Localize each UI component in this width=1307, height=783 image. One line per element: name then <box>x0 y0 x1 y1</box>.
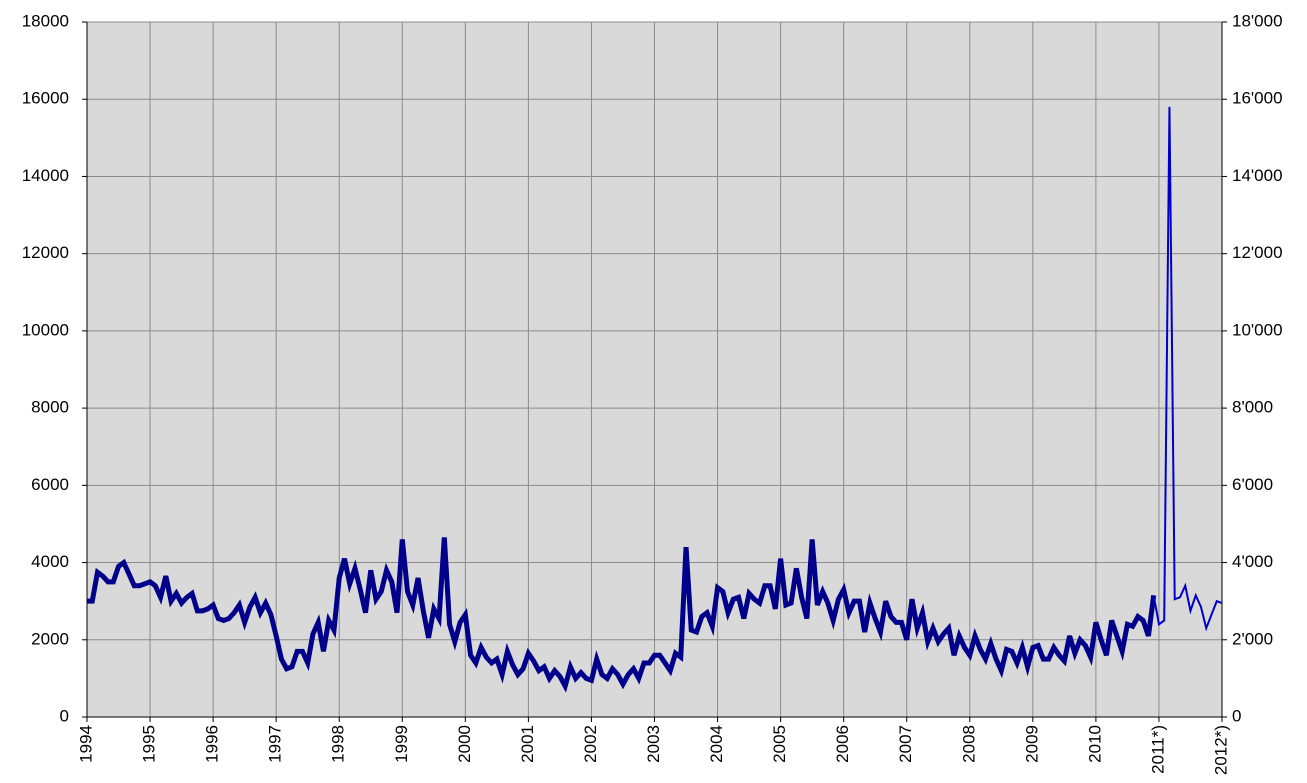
x-tick-label: 2000 <box>455 725 474 763</box>
x-tick-label: 1999 <box>392 725 411 763</box>
y-tick-label: 0 <box>60 706 69 725</box>
y-tick-label: 16000 <box>22 89 69 108</box>
x-tick-label: 2009 <box>1022 725 1041 763</box>
y-tick-label: 12000 <box>22 243 69 262</box>
y2-tick-label: 2'000 <box>1232 629 1273 648</box>
x-tick-label: 1994 <box>76 725 95 763</box>
y-tick-label: 14000 <box>22 166 69 185</box>
y2-tick-label: 16'000 <box>1232 89 1283 108</box>
x-tick-label: 2004 <box>707 725 726 763</box>
y-tick-label: 8000 <box>31 398 69 417</box>
x-tick-label: 2005 <box>770 725 789 763</box>
y2-tick-label: 18'000 <box>1232 11 1283 30</box>
y2-tick-label: 10'000 <box>1232 320 1283 339</box>
x-tick-label: 2006 <box>833 725 852 763</box>
y2-tick-label: 6'000 <box>1232 475 1273 494</box>
y2-tick-label: 12'000 <box>1232 243 1283 262</box>
series-line <box>1152 106 1223 632</box>
x-tick-label: 1996 <box>203 725 222 763</box>
x-tick-label: 2010 <box>1085 725 1104 763</box>
y-tick-label: 18000 <box>22 11 69 30</box>
y-tick-label: 4000 <box>31 552 69 571</box>
x-tick-label: 1995 <box>140 725 159 763</box>
x-tick-label: 2007 <box>896 725 915 763</box>
y2-tick-label: 0 <box>1232 706 1241 725</box>
x-tick-label: 2003 <box>644 725 663 763</box>
x-tick-label: 1997 <box>266 725 285 763</box>
x-tick-label: 2011*) <box>1148 725 1167 774</box>
y-tick-label: 2000 <box>31 629 69 648</box>
x-tick-label: 2002 <box>581 725 600 763</box>
x-tick-label: 2001 <box>518 725 537 763</box>
y2-tick-label: 8'000 <box>1232 398 1273 417</box>
series-line <box>87 537 1157 693</box>
y-tick-label: 10000 <box>22 320 69 339</box>
y2-tick-label: 4'000 <box>1232 552 1273 571</box>
x-tick-label: 2008 <box>959 725 978 763</box>
x-tick-label: 1998 <box>329 725 348 763</box>
x-tick-label: 2012*) <box>1211 725 1230 775</box>
y-tick-label: 6000 <box>31 475 69 494</box>
y2-tick-label: 14'000 <box>1232 166 1283 185</box>
